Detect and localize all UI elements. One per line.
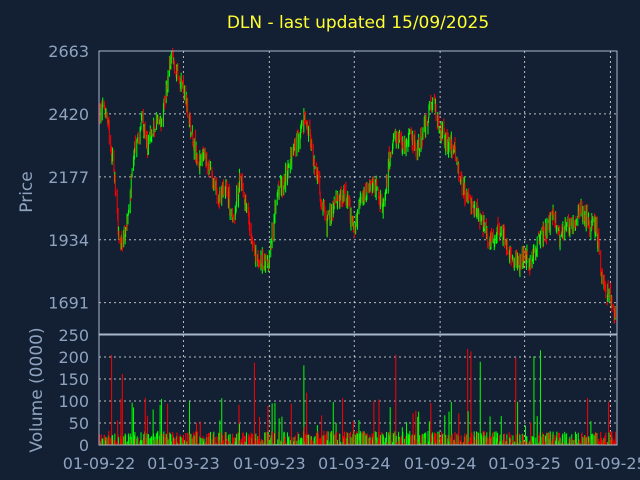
volume-tick-label: 0 [79, 436, 89, 455]
chart-title: DLN - last updated 15/09/2025 [226, 13, 490, 33]
price-axis-title: Price [17, 171, 37, 212]
price-tick-label: 2663 [48, 42, 89, 61]
x-tick-label: 01-03-24 [318, 454, 391, 473]
x-tick-label: 01-09-22 [63, 454, 136, 473]
panel-frames [98, 50, 618, 446]
volume-tick-label: 50 [69, 414, 89, 433]
x-tick-label: 01-09-25 [574, 454, 640, 473]
volume-axis-title: Volume (0000) [27, 327, 47, 452]
price-tick-label: 1934 [48, 231, 89, 250]
volume-tick-label: 250 [58, 326, 89, 345]
x-tick-label: 01-09-24 [404, 454, 477, 473]
grid-lines [98, 50, 617, 445]
volume-tick-label: 200 [58, 348, 89, 367]
price-tick-label: 1691 [48, 294, 89, 313]
price-panel-frame [98, 50, 618, 335]
x-tick-label: 01-03-23 [147, 454, 220, 473]
axis-labels: 1691 1934 2177 2420 2663 0 50 100 150 200 250 01-09… [17, 42, 640, 473]
price-tick-label: 2420 [48, 105, 89, 124]
price-tick-label: 2177 [48, 168, 89, 187]
x-tick-label: 01-03-25 [488, 454, 561, 473]
volume-bars [98, 348, 618, 445]
volume-tick-label: 150 [58, 370, 89, 389]
x-tick-label: 01-09-23 [233, 454, 306, 473]
volume-panel-frame [98, 334, 618, 446]
volume-tick-label: 100 [58, 392, 89, 411]
price-candles [98, 47, 618, 329]
